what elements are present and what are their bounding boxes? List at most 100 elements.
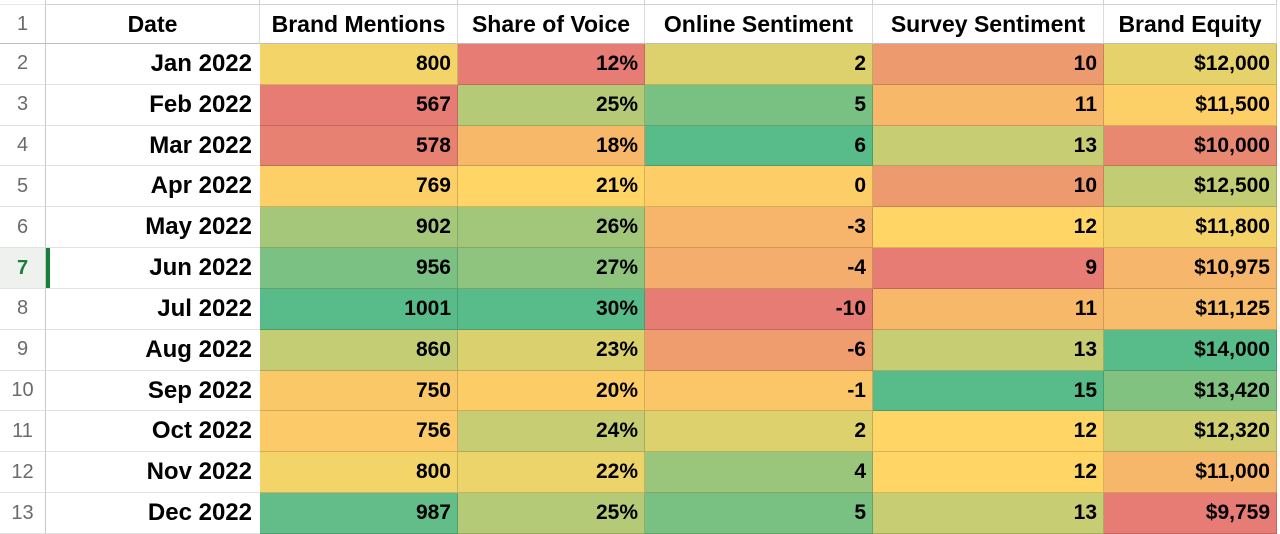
cell-share-of-voice[interactable]: 20% xyxy=(458,370,645,412)
cell-brand-mentions[interactable]: 956 xyxy=(260,248,458,289)
row-number-6[interactable]: 6 xyxy=(0,207,46,249)
cell-share-of-voice[interactable]: 30% xyxy=(458,288,645,330)
cell-share-of-voice[interactable]: 12% xyxy=(458,44,645,85)
cell-date[interactable]: Dec 2022 xyxy=(46,493,260,534)
cell-online-sentiment[interactable]: -3 xyxy=(645,207,873,249)
cell-brand-equity[interactable]: $13,420 xyxy=(1104,370,1277,412)
cell-brand-equity[interactable]: $11,000 xyxy=(1104,452,1277,494)
cell-survey-sentiment[interactable]: 12 xyxy=(873,452,1104,494)
cell-survey-sentiment[interactable]: 10 xyxy=(873,166,1104,208)
cell-online-sentiment[interactable]: -10 xyxy=(645,288,873,330)
row-number-12[interactable]: 12 xyxy=(0,452,46,494)
cell-brand-mentions[interactable]: 578 xyxy=(260,125,458,167)
row-number-13[interactable]: 13 xyxy=(0,493,46,534)
row-number-10[interactable]: 10 xyxy=(0,370,46,412)
cell-online-sentiment[interactable]: 5 xyxy=(645,493,873,534)
cell-share-of-voice[interactable]: 23% xyxy=(458,329,645,371)
cell-online-sentiment[interactable]: 0 xyxy=(645,166,873,208)
cell-brand-mentions[interactable]: 800 xyxy=(260,44,458,85)
cell-share-of-voice[interactable]: 21% xyxy=(458,166,645,208)
row-number-7[interactable]: 7 xyxy=(0,248,46,289)
column-header-brand-equity[interactable]: Brand Equity xyxy=(1104,5,1277,44)
cell-online-sentiment[interactable]: 4 xyxy=(645,452,873,494)
cell-brand-mentions[interactable]: 860 xyxy=(260,329,458,371)
cell-survey-sentiment[interactable]: 10 xyxy=(873,44,1104,85)
row-number-9[interactable]: 9 xyxy=(0,329,46,371)
sliver-row-cell xyxy=(1104,0,1277,5)
row-number-2[interactable]: 2 xyxy=(0,44,46,85)
row-number-5[interactable]: 5 xyxy=(0,166,46,208)
cell-online-sentiment[interactable]: 6 xyxy=(645,125,873,167)
cell-date[interactable]: Aug 2022 xyxy=(46,329,260,371)
cell-survey-sentiment[interactable]: 12 xyxy=(873,411,1104,453)
cell-date[interactable]: Mar 2022 xyxy=(46,125,260,167)
cell-date[interactable]: Jun 2022 xyxy=(46,248,260,289)
cell-brand-equity[interactable]: $10,000 xyxy=(1104,125,1277,167)
column-header-online-sentiment[interactable]: Online Sentiment xyxy=(645,5,873,44)
cell-brand-mentions[interactable]: 902 xyxy=(260,207,458,249)
cell-survey-sentiment[interactable]: 12 xyxy=(873,207,1104,249)
cell-online-sentiment[interactable]: -4 xyxy=(645,248,873,289)
cell-brand-equity[interactable]: $12,500 xyxy=(1104,166,1277,208)
sliver-row-cell xyxy=(458,0,645,5)
cell-share-of-voice[interactable]: 18% xyxy=(458,125,645,167)
cell-brand-mentions[interactable]: 769 xyxy=(260,166,458,208)
sliver-row-cell xyxy=(645,0,873,5)
column-header-brand-mentions[interactable]: Brand Mentions xyxy=(260,5,458,44)
cell-share-of-voice[interactable]: 25% xyxy=(458,493,645,534)
cell-survey-sentiment[interactable]: 9 xyxy=(873,248,1104,289)
cell-date[interactable]: Feb 2022 xyxy=(46,84,260,126)
cell-share-of-voice[interactable]: 25% xyxy=(458,84,645,126)
cell-brand-equity[interactable]: $10,975 xyxy=(1104,248,1277,289)
cell-brand-equity[interactable]: $12,000 xyxy=(1104,44,1277,85)
column-header-share-of-voice[interactable]: Share of Voice xyxy=(458,5,645,44)
cell-online-sentiment[interactable]: 5 xyxy=(645,84,873,126)
cell-share-of-voice[interactable]: 27% xyxy=(458,248,645,289)
row-number-11[interactable]: 11 xyxy=(0,411,46,453)
cell-date[interactable]: Oct 2022 xyxy=(46,411,260,453)
cell-online-sentiment[interactable]: -6 xyxy=(645,329,873,371)
cell-survey-sentiment[interactable]: 13 xyxy=(873,125,1104,167)
cell-brand-equity[interactable]: $12,320 xyxy=(1104,411,1277,453)
cell-survey-sentiment[interactable]: 13 xyxy=(873,329,1104,371)
selection-indicator xyxy=(46,248,50,288)
cell-share-of-voice[interactable]: 24% xyxy=(458,411,645,453)
cell-brand-mentions[interactable]: 750 xyxy=(260,370,458,412)
cell-share-of-voice[interactable]: 26% xyxy=(458,207,645,249)
cell-date[interactable]: Jan 2022 xyxy=(46,44,260,85)
cell-online-sentiment[interactable]: 2 xyxy=(645,411,873,453)
cell-date[interactable]: Jul 2022 xyxy=(46,288,260,330)
sliver-row-cell xyxy=(873,0,1104,5)
cell-date[interactable]: May 2022 xyxy=(46,207,260,249)
cell-online-sentiment[interactable]: 2 xyxy=(645,44,873,85)
cell-brand-equity[interactable]: $11,800 xyxy=(1104,207,1277,249)
cell-survey-sentiment[interactable]: 11 xyxy=(873,288,1104,330)
cell-brand-mentions[interactable]: 800 xyxy=(260,452,458,494)
column-header-date[interactable]: Date xyxy=(46,5,260,44)
row-number-4[interactable]: 4 xyxy=(0,125,46,167)
cell-brand-equity[interactable]: $11,500 xyxy=(1104,84,1277,126)
cell-survey-sentiment[interactable]: 13 xyxy=(873,493,1104,534)
sliver-row-cell xyxy=(260,0,458,5)
row-number-8[interactable]: 8 xyxy=(0,288,46,330)
cell-date[interactable]: Apr 2022 xyxy=(46,166,260,208)
row-number-1[interactable]: 1 xyxy=(0,5,46,44)
cell-brand-equity[interactable]: $14,000 xyxy=(1104,329,1277,371)
column-header-survey-sentiment[interactable]: Survey Sentiment xyxy=(873,5,1104,44)
cell-date[interactable]: Sep 2022 xyxy=(46,370,260,412)
cell-brand-mentions[interactable]: 756 xyxy=(260,411,458,453)
row-number-3[interactable]: 3 xyxy=(0,84,46,126)
cell-online-sentiment[interactable]: -1 xyxy=(645,370,873,412)
cell-survey-sentiment[interactable]: 11 xyxy=(873,84,1104,126)
cell-share-of-voice[interactable]: 22% xyxy=(458,452,645,494)
cell-survey-sentiment[interactable]: 15 xyxy=(873,370,1104,412)
cell-brand-equity[interactable]: $9,759 xyxy=(1104,493,1277,534)
sliver-row-cell xyxy=(46,0,260,5)
sliver-row-corner xyxy=(0,0,46,5)
cell-brand-mentions[interactable]: 987 xyxy=(260,493,458,534)
cell-brand-mentions[interactable]: 567 xyxy=(260,84,458,126)
cell-brand-equity[interactable]: $11,125 xyxy=(1104,288,1277,330)
cell-brand-mentions[interactable]: 1001 xyxy=(260,288,458,330)
cell-date[interactable]: Nov 2022 xyxy=(46,452,260,494)
